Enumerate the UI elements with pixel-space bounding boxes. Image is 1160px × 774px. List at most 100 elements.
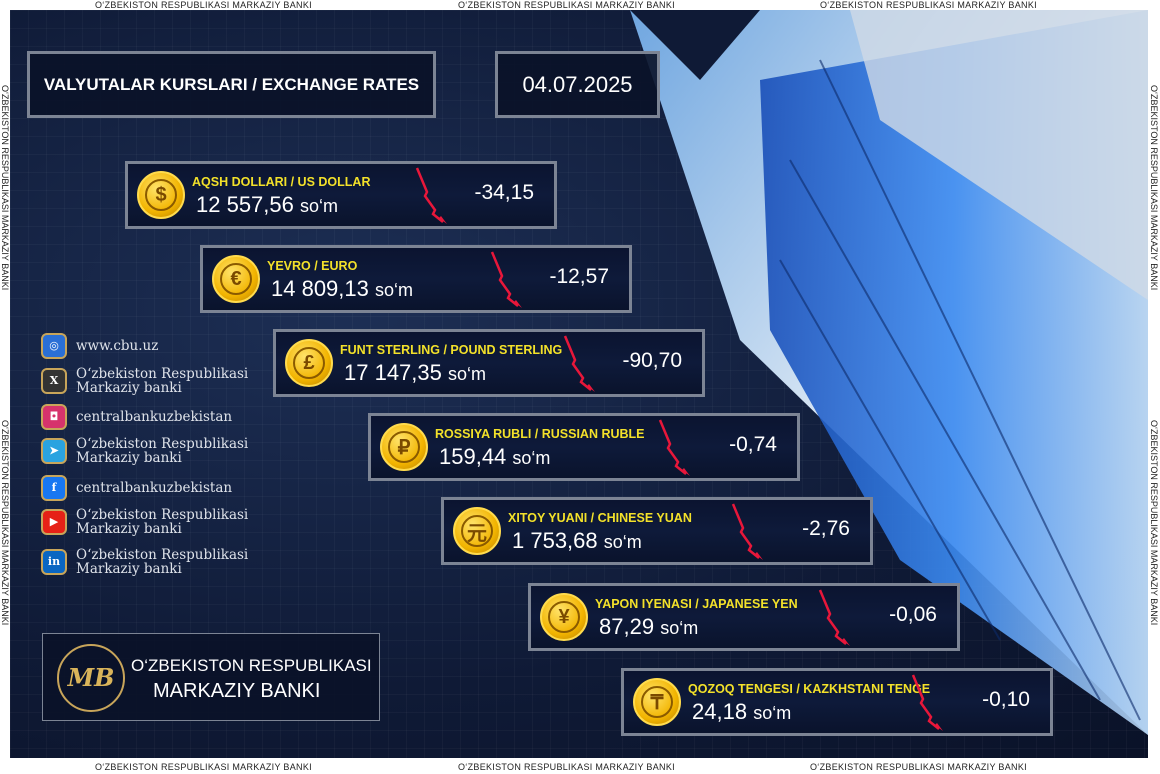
currency-rate: 17 147,35 so‘m: [344, 360, 486, 386]
border-text: O‘ZBEKISTON RESPUBLIKASI MARKAZIY BANKI: [0, 420, 10, 626]
trend-down-icon: [658, 419, 690, 476]
rate-unit: so‘m: [660, 618, 699, 638]
trend-down-icon: [490, 251, 522, 308]
rate-unit: so‘m: [375, 280, 414, 300]
youtube-icon: ▶: [41, 509, 67, 535]
social-label: O‘zbekiston Respublikasi Markaziy banki: [76, 547, 249, 577]
social-link[interactable]: ▶ O‘zbekiston Respublikasi Markaziy banki: [41, 508, 256, 536]
border-text: O‘ZBEKISTON RESPUBLIKASI MARKAZIY BANKI: [810, 762, 1027, 772]
rate-change: -2,76: [802, 517, 850, 540]
rate-unit: so‘m: [300, 196, 339, 216]
bank-logo-block: MB O‘ZBEKISTON RESPUBLIKASI MARKAZIY BAN…: [42, 633, 380, 721]
trend-down-icon: [911, 674, 943, 731]
currency-rate: 87,29 so‘m: [599, 614, 698, 640]
currency-card: $ AQSH DOLLARI / US DOLLAR 12 557,56 so‘…: [125, 161, 557, 229]
currency-symbol: 元: [461, 515, 493, 547]
social-label: O‘zbekiston Respublikasi Markaziy banki: [76, 436, 249, 466]
currency-rate: 12 557,56 so‘m: [196, 192, 338, 218]
rate-date: 04.07.2025: [495, 51, 660, 118]
currency-name: FUNT STERLING / POUND STERLING: [340, 343, 563, 357]
page-title: VALYUTALAR KURSLARI / EXCHANGE RATES: [27, 51, 436, 118]
instagram-icon: ◘: [41, 404, 67, 430]
currency-card: ₽ ROSSIYA RUBLI / RUSSIAN RUBLE 159,44 s…: [368, 413, 800, 481]
rate-value: 14 809,13: [271, 276, 369, 301]
currency-coin-icon: ¥: [540, 593, 588, 641]
trend-down-icon: [563, 335, 595, 392]
globe-icon: ◎: [41, 333, 67, 359]
currency-symbol: ₽: [388, 431, 420, 463]
social-link[interactable]: f centralbankuzbekistan: [41, 475, 256, 501]
rate-value: 17 147,35: [344, 360, 442, 385]
border-text: O‘ZBEKISTON RESPUBLIKASI MARKAZIY BANKI: [95, 0, 312, 10]
social-link[interactable]: ➤ O‘zbekiston Respublikasi Markaziy banki: [41, 437, 256, 465]
rate-unit: so‘m: [753, 703, 792, 723]
bank-name-line1: O‘ZBEKISTON RESPUBLIKASI: [131, 656, 372, 675]
currency-symbol: ₸: [641, 686, 673, 718]
trend-down-icon: [731, 503, 763, 560]
rate-change: -0,06: [889, 603, 937, 626]
currency-rate: 24,18 so‘m: [692, 699, 791, 725]
currency-name: YEVRO / EURO: [267, 259, 358, 273]
rate-change: -0,74: [729, 433, 777, 456]
social-label: O‘zbekiston Respublikasi Markaziy banki: [76, 507, 249, 537]
rate-unit: so‘m: [603, 532, 642, 552]
currency-symbol: £: [293, 347, 325, 379]
currency-name: XITOY YUANI / CHINESE YUAN: [508, 511, 692, 525]
trend-down-icon: [818, 589, 850, 646]
currency-card: 元 XITOY YUANI / CHINESE YUAN 1 753,68 so…: [441, 497, 873, 565]
bank-emblem-icon: MB: [57, 644, 125, 712]
rate-unit: so‘m: [512, 448, 551, 468]
rate-value: 24,18: [692, 699, 748, 724]
currency-card: £ FUNT STERLING / POUND STERLING 17 147,…: [273, 329, 705, 397]
svg-text:MB: MB: [67, 663, 115, 692]
currency-coin-icon: $: [137, 171, 185, 219]
currency-rate: 1 753,68 so‘m: [512, 528, 642, 554]
social-label: centralbankuzbekistan: [76, 480, 233, 496]
social-label: centralbankuzbekistan: [76, 409, 233, 425]
bank-name-line2: MARKAZIY BANKI: [153, 680, 321, 702]
border-text: O‘ZBEKISTON RESPUBLIKASI MARKAZIY BANKI: [0, 85, 10, 291]
trend-down-icon: [415, 167, 447, 224]
currency-coin-icon: ₽: [380, 423, 428, 471]
currency-coin-icon: €: [212, 255, 260, 303]
border-text: O‘ZBEKISTON RESPUBLIKASI MARKAZIY BANKI: [95, 762, 312, 772]
currency-symbol: $: [145, 179, 177, 211]
social-link[interactable]: X O‘zbekiston Respublikasi Markaziy banki: [41, 367, 256, 395]
telegram-icon: ➤: [41, 438, 67, 464]
rate-change: -12,57: [549, 265, 609, 288]
social-link[interactable]: ◘ centralbankuzbekistan: [41, 404, 256, 430]
rate-unit: so‘m: [448, 364, 487, 384]
facebook-icon: f: [41, 475, 67, 501]
social-link[interactable]: in O‘zbekiston Respublikasi Markaziy bank…: [41, 548, 256, 576]
currency-card: ¥ YAPON IYENASI / JAPANESE YEN 87,29 so‘…: [528, 583, 960, 651]
x-icon: X: [41, 368, 67, 394]
currency-name: ROSSIYA RUBLI / RUSSIAN RUBLE: [435, 427, 645, 441]
currency-coin-icon: £: [285, 339, 333, 387]
border-text: O‘ZBEKISTON RESPUBLIKASI MARKAZIY BANKI: [458, 0, 675, 10]
rate-value: 1 753,68: [512, 528, 598, 553]
border-text: O‘ZBEKISTON RESPUBLIKASI MARKAZIY BANKI: [1149, 85, 1159, 291]
currency-rate: 159,44 so‘m: [439, 444, 550, 470]
currency-rate: 14 809,13 so‘m: [271, 276, 413, 302]
currency-name: YAPON IYENASI / JAPANESE YEN: [595, 597, 798, 611]
border-text: O‘ZBEKISTON RESPUBLIKASI MARKAZIY BANKI: [820, 0, 1037, 10]
currency-symbol: €: [220, 263, 252, 295]
currency-coin-icon: 元: [453, 507, 501, 555]
social-link[interactable]: ◎ www.cbu.uz: [41, 333, 256, 359]
social-label: www.cbu.uz: [76, 338, 159, 354]
social-label: O‘zbekiston Respublikasi Markaziy banki: [76, 366, 249, 396]
rate-change: -0,10: [982, 688, 1030, 711]
border-text: O‘ZBEKISTON RESPUBLIKASI MARKAZIY BANKI: [1149, 420, 1159, 626]
currency-symbol: ¥: [548, 601, 580, 633]
currency-card: € YEVRO / EURO 14 809,13 so‘m -12,57: [200, 245, 632, 313]
rate-value: 159,44: [439, 444, 507, 469]
currency-coin-icon: ₸: [633, 678, 681, 726]
currency-card: ₸ QOZOQ TENGESI / KAZKHSTANI TENGE 24,18…: [621, 668, 1053, 736]
currency-name: AQSH DOLLARI / US DOLLAR: [192, 175, 371, 189]
currency-name: QOZOQ TENGESI / KAZKHSTANI TENGE: [688, 682, 931, 696]
rate-value: 87,29: [599, 614, 655, 639]
rate-change: -90,70: [622, 349, 682, 372]
border-text: O‘ZBEKISTON RESPUBLIKASI MARKAZIY BANKI: [458, 762, 675, 772]
